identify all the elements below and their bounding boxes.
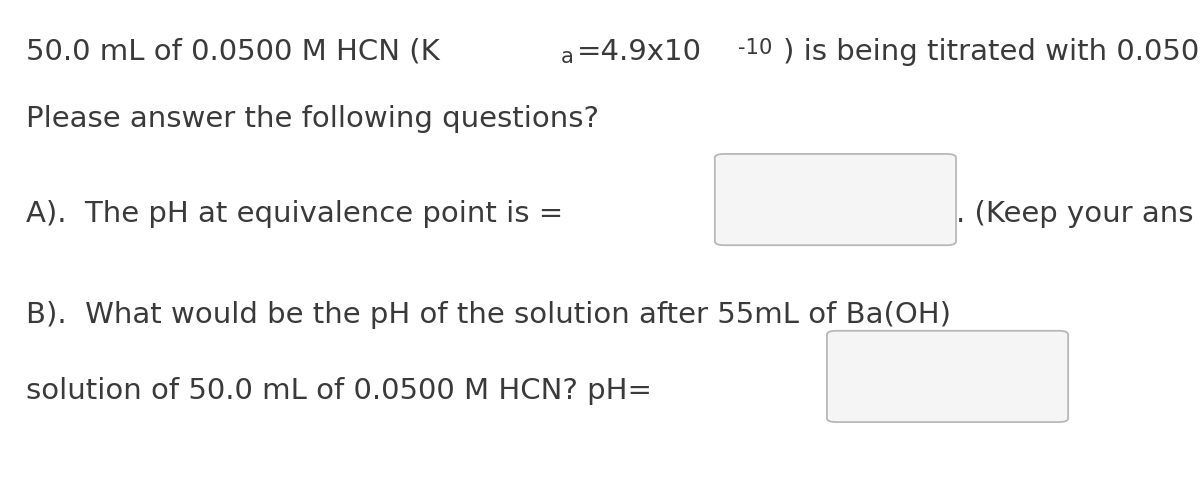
Text: 50.0 mL of 0.0500 M HCN (K: 50.0 mL of 0.0500 M HCN (K — [26, 38, 440, 66]
Text: ) is being titrated with 0.0500 M Ba(OH): ) is being titrated with 0.0500 M Ba(OH) — [782, 38, 1200, 66]
Text: =4.9x10: =4.9x10 — [577, 38, 702, 66]
Text: B).  What would be the pH of the solution after 55mL of Ba(OH): B). What would be the pH of the solution… — [26, 301, 952, 329]
FancyBboxPatch shape — [715, 154, 956, 245]
Text: a: a — [560, 47, 574, 67]
Text: . (Keep your ans to 3 sig figs): . (Keep your ans to 3 sig figs) — [956, 200, 1200, 228]
Text: Please answer the following questions?: Please answer the following questions? — [26, 105, 600, 133]
FancyBboxPatch shape — [827, 331, 1068, 422]
Text: A).  The pH at equivalence point is =: A). The pH at equivalence point is = — [26, 200, 564, 228]
Text: -10: -10 — [738, 38, 773, 57]
Text: solution of 50.0 mL of 0.0500 M HCN? pH=: solution of 50.0 mL of 0.0500 M HCN? pH= — [26, 377, 653, 405]
